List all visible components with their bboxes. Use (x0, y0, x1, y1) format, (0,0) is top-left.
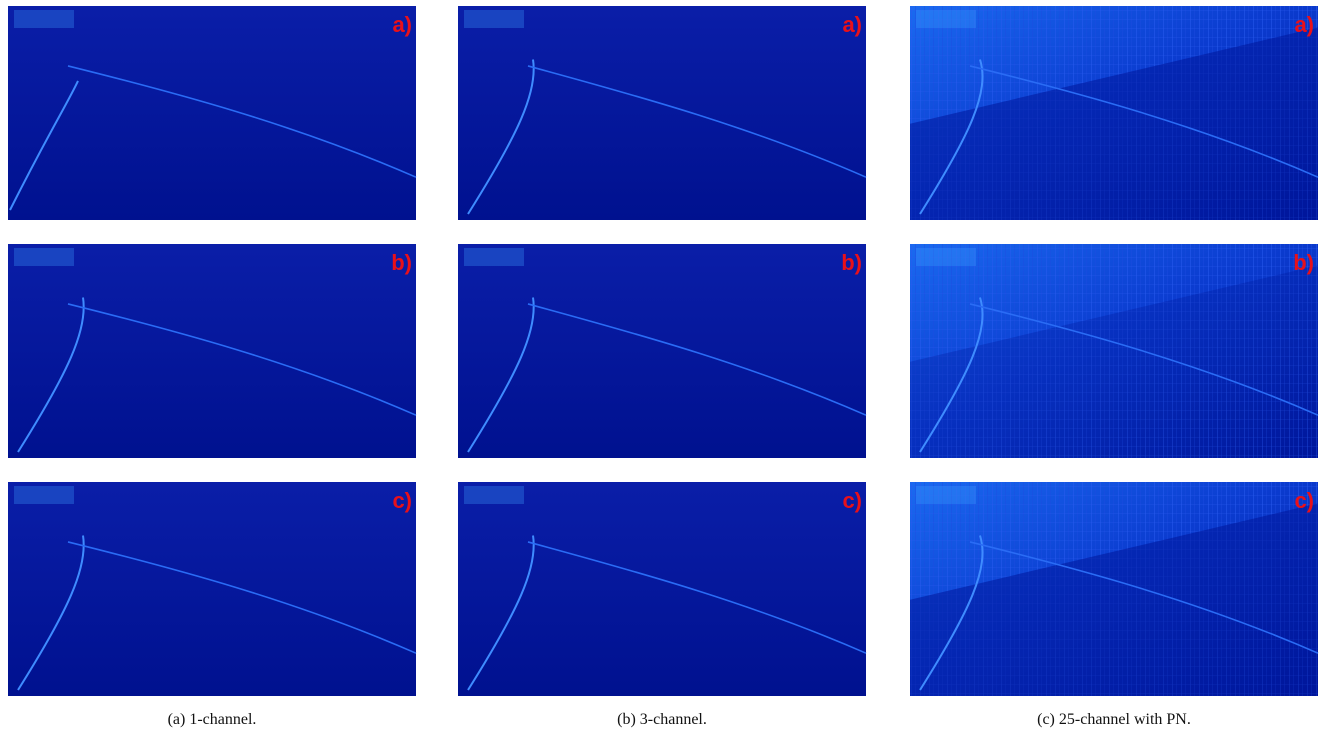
panel-label: c) (1294, 488, 1314, 513)
heatmap-panel: b) (910, 244, 1318, 458)
heatmap-panel: a) (910, 6, 1318, 220)
panel-label: a) (842, 12, 862, 37)
panel-label: c) (842, 488, 862, 513)
heatmap-highlights (916, 10, 976, 28)
panel-label: a) (1294, 12, 1314, 37)
heatmap-panel: c) (910, 482, 1318, 696)
heatmap-panel: b) (8, 244, 416, 458)
heatmap-background (458, 6, 866, 220)
subfigure-caption: (b) 3-channel. (617, 711, 707, 728)
heatmap-highlights (464, 248, 524, 266)
heatmap-highlights (14, 248, 74, 266)
heatmap-background (458, 482, 866, 696)
heatmap-panel: b) (458, 244, 866, 458)
heatmap-highlights (916, 486, 976, 504)
panel-label: b) (841, 250, 862, 275)
heatmap-highlights (464, 486, 524, 504)
heatmap-highlights (14, 486, 74, 504)
panel-label: b) (1293, 250, 1314, 275)
panel-label: c) (392, 488, 412, 513)
panel-label: b) (391, 250, 412, 275)
figure: a) b) c) (a) 1-channel. a) b) c) (b) 3-channel.… (0, 0, 1322, 740)
heatmap-highlights (464, 10, 524, 28)
heatmap-highlights (14, 10, 74, 28)
panel-label: a) (392, 12, 412, 37)
heatmap-highlights (916, 248, 976, 266)
subfigure-caption: (c) 25-channel with PN. (1037, 711, 1191, 728)
heatmap-background (8, 6, 416, 220)
heatmap-background (8, 244, 416, 458)
heatmap-panel: c) (8, 482, 416, 696)
subfigure-caption: (a) 1-channel. (168, 711, 257, 728)
heatmap-panel: c) (458, 482, 866, 696)
heatmap-panel: a) (8, 6, 416, 220)
heatmap-background (458, 244, 866, 458)
heatmap-panel: a) (458, 6, 866, 220)
heatmap-background (8, 482, 416, 696)
